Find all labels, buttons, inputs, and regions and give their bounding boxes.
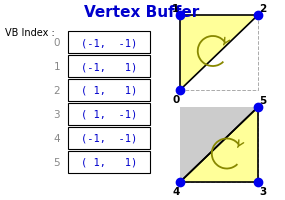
Text: ( 1,   1): ( 1, 1) [81, 86, 137, 96]
Text: Vertex Buffer: Vertex Buffer [84, 5, 200, 20]
Text: 0: 0 [54, 38, 60, 48]
Bar [180, 107, 258, 182]
Text: ( 1,  -1): ( 1, -1) [81, 109, 137, 119]
Bar [68, 151, 150, 173]
Text: 2: 2 [53, 86, 60, 96]
Text: 5: 5 [259, 96, 267, 105]
Text: (-1,  -1): (-1, -1) [81, 133, 137, 143]
Text: 3: 3 [53, 109, 60, 119]
Text: 1: 1 [53, 62, 60, 72]
Polygon shape [180, 107, 258, 182]
Polygon shape [180, 107, 258, 182]
Bar [180, 16, 258, 91]
Text: (-1,  -1): (-1, -1) [81, 38, 137, 48]
Text: 4: 4 [53, 133, 60, 143]
Text: (-1,   1): (-1, 1) [81, 62, 137, 72]
Bar [68, 32, 150, 54]
Text: 2: 2 [259, 4, 267, 14]
Bar [68, 103, 150, 125]
Text: 4: 4 [172, 186, 180, 196]
Text: 0: 0 [172, 95, 180, 104]
Polygon shape [180, 16, 258, 91]
Text: 3: 3 [259, 186, 267, 196]
Bar [68, 80, 150, 101]
Text: 1: 1 [171, 4, 179, 14]
Text: VB Index :: VB Index : [5, 28, 55, 38]
Text: ( 1,   1): ( 1, 1) [81, 157, 137, 167]
Bar [68, 56, 150, 78]
Text: 5: 5 [53, 157, 60, 167]
Bar [68, 127, 150, 149]
